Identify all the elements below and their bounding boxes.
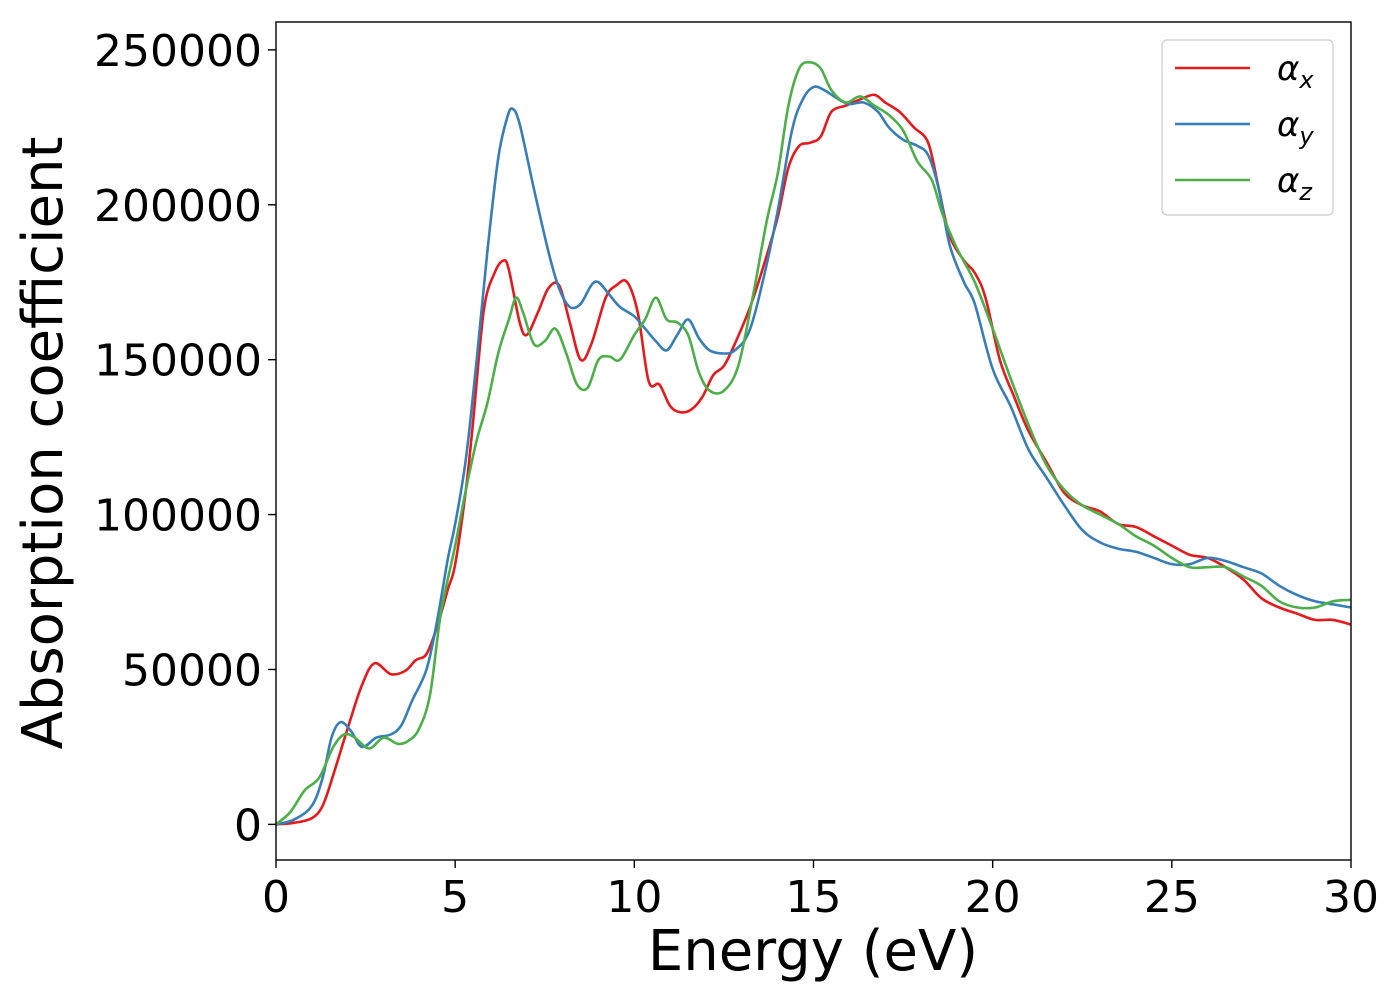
- series-line-alpha-z: [276, 60, 1351, 826]
- legend-box: [1161, 39, 1334, 216]
- legend-label-alpha-z: αz: [1277, 161, 1313, 206]
- series-line-alpha-y: [276, 85, 1351, 826]
- x-axis-title: Energy (eV): [648, 919, 978, 984]
- x-tick-label: 20: [965, 872, 1021, 923]
- y-tick-label: 150000: [94, 336, 262, 387]
- y-tick-label: 250000: [94, 26, 262, 77]
- x-tick-label: 25: [1144, 872, 1200, 923]
- y-tick-label: 0: [234, 800, 262, 851]
- series-line-alpha-x: [276, 93, 1351, 826]
- series-lines: [276, 60, 1351, 826]
- x-tick-label: 0: [262, 872, 290, 923]
- x-tick-label: 30: [1323, 872, 1379, 923]
- y-tick-label: 200000: [94, 181, 262, 232]
- axes: 0 5 10 15 20 25 30 0 50000 100000 150000 200000 2500…: [94, 21, 1379, 923]
- x-tick-label: 5: [441, 872, 469, 923]
- y-axis-title: Absorption coefficient: [11, 137, 76, 750]
- legend: αx αy αz: [1161, 39, 1334, 216]
- x-tick-label: 15: [786, 872, 842, 923]
- legend-label-alpha-x: αx: [1277, 49, 1314, 94]
- legend-label-alpha-y: αy: [1277, 105, 1314, 150]
- y-tick-label: 100000: [94, 491, 262, 542]
- plot-area: [276, 60, 1351, 826]
- x-tick-label: 10: [606, 872, 662, 923]
- y-tick-label: 50000: [122, 645, 262, 696]
